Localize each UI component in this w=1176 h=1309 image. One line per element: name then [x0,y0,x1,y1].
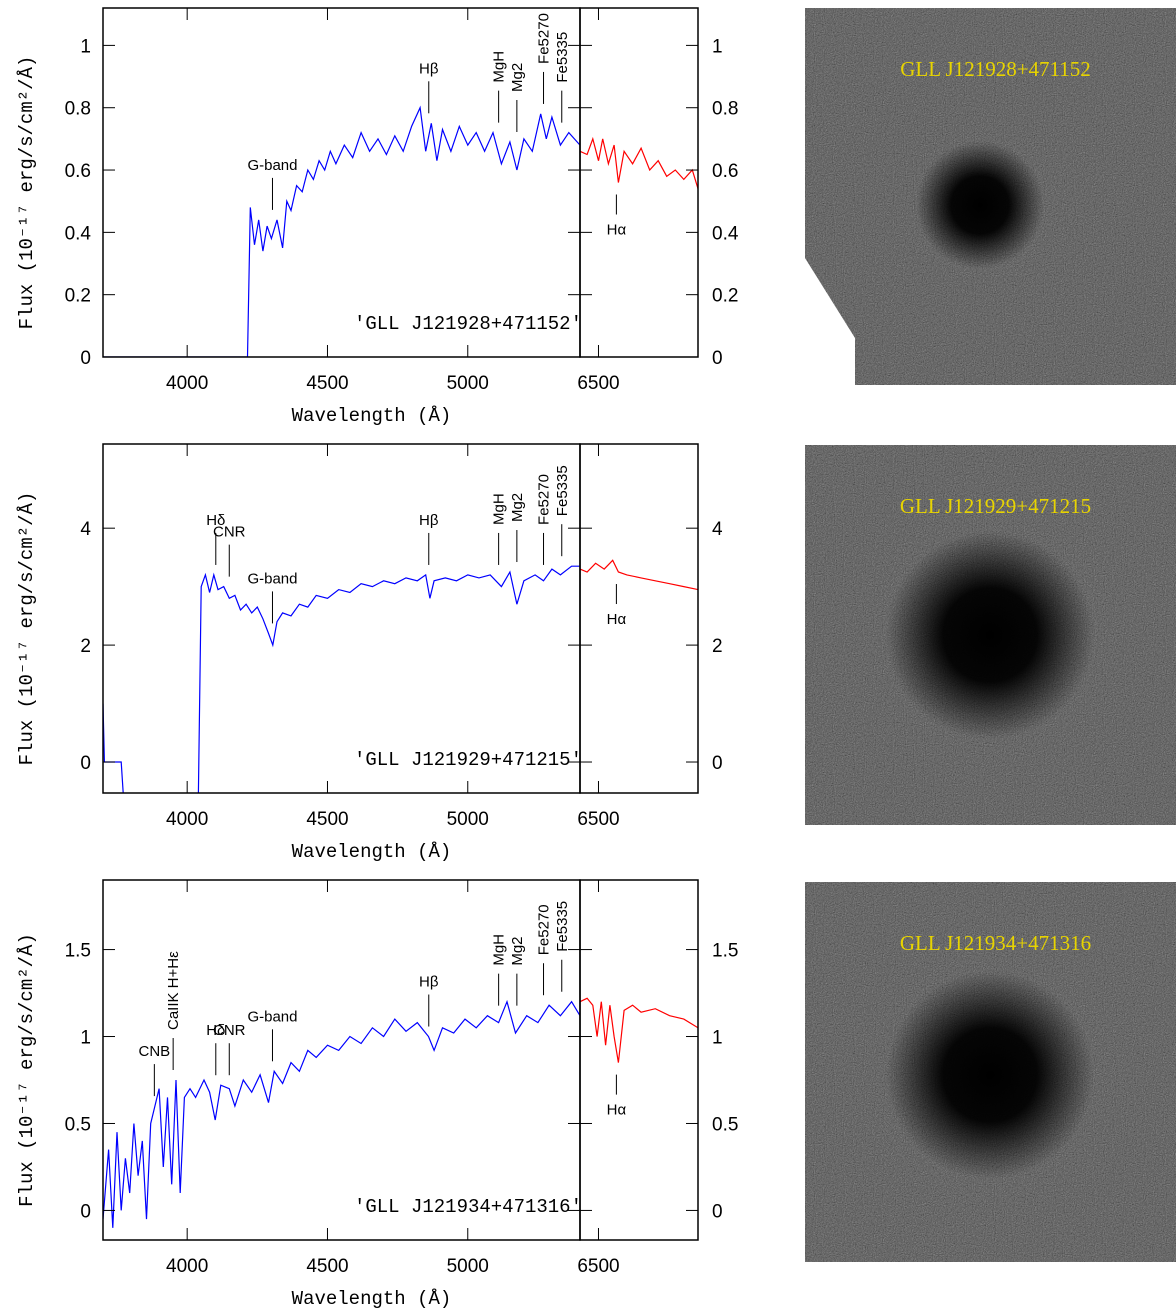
x-tick-label: 5000 [447,1256,489,1277]
feature-label: MgH [491,51,508,83]
y-tick-label: 4 [80,519,91,540]
y-axis-title: Flux (10⁻¹⁷ erg/s/cm²/Å) [16,492,38,766]
feature-label: Hα [607,1102,627,1119]
y-tick-label: 0.2 [712,286,738,307]
galaxy-image: GLL J121929+471215 [805,445,1176,825]
feature-label: Fe5335 [554,465,571,516]
feature-label: Fe5270 [536,474,553,525]
x-axis-title: Wavelength (Å) [292,841,452,863]
galaxy-blob [886,531,1094,739]
y-tick-label: 0.2 [65,286,91,307]
y-axis-title: Flux (10⁻¹⁷ erg/s/cm²/Å) [16,933,38,1207]
y-tick-label: 0 [80,1201,91,1222]
y-tick-label: 0.8 [65,99,91,120]
y-tick-label: 0 [712,1201,723,1222]
plot-frame [579,879,699,1241]
y-tick-label: 2 [712,636,723,657]
feature-label: G-band [247,157,297,174]
feature-label: Hα [607,611,627,628]
y-tick-label: 1 [712,36,723,57]
feature-label: CaIIK H+Hε [165,951,182,1030]
image-edge [805,258,855,385]
feature-label: Hδ [206,1022,225,1039]
image-label: GLL J121929+471215 [900,494,1091,518]
y-tick-label: 0.5 [65,1114,91,1135]
plot-frame [102,7,581,358]
y-tick-label: 0.6 [712,161,738,182]
galaxy-blob [886,971,1094,1179]
y-tick-label: 0.8 [712,99,738,120]
spectrum-line [103,999,581,1228]
spectrum-line [579,559,698,591]
feature-label: Mg2 [509,936,526,965]
object-label: 'GLL J121934+471316' [354,1196,582,1218]
feature-label: Fe5270 [536,904,553,955]
feature-label: CNB [139,1043,171,1060]
y-tick-label: 4 [712,519,723,540]
y-tick-label: 1 [80,1028,91,1049]
y-tick-label: 0.6 [65,161,91,182]
feature-label: Fe5270 [536,13,553,64]
y-tick-label: 0 [80,753,91,774]
x-tick-label: 4500 [306,809,348,830]
object-label: 'GLL J121929+471215' [354,749,582,771]
feature-label: Mg2 [509,63,526,92]
galaxy-blob [916,141,1044,269]
feature-label: Fe5335 [554,901,571,952]
feature-label: Hβ [419,512,439,529]
feature-label: G-band [247,570,297,587]
plot-frame [579,443,699,794]
x-tick-label: 5000 [447,809,489,830]
y-axis-title: Flux (10⁻¹⁷ erg/s/cm²/Å) [16,56,38,330]
x-axis-title: Wavelength (Å) [292,1288,452,1309]
feature-label: Fe5335 [554,32,571,83]
y-tick-label: 0.4 [712,223,739,244]
feature-label: CNR [213,1022,246,1039]
x-axis-title: Wavelength (Å) [292,405,452,427]
x-tick-label: 4500 [306,1256,348,1277]
plot-frame [102,879,581,1241]
spectrum-line [103,105,581,357]
image-label: GLL J121928+471152 [900,57,1091,81]
feature-label: G-band [247,1008,297,1025]
y-tick-label: 1.5 [65,941,91,962]
spectrum-line [579,997,698,1063]
x-tick-label: 4000 [166,373,208,394]
x-tick-label: 6500 [577,1256,619,1277]
galaxy-image: GLL J121928+471152 [805,8,1176,385]
y-tick-label: 1 [80,36,91,57]
y-tick-label: 1 [712,1028,723,1049]
feature-label: Hβ [419,974,439,991]
feature-label: Hδ [206,512,225,529]
feature-label: CNR [213,524,246,541]
y-tick-label: 0 [712,348,723,369]
y-tick-label: 0 [712,753,723,774]
x-tick-label: 4000 [166,1256,208,1277]
x-tick-label: 4000 [166,809,208,830]
plot-frame [579,7,699,358]
galaxy-image: GLL J121934+471316 [805,882,1176,1262]
feature-label: Hβ [419,60,439,77]
x-tick-label: 5000 [447,373,489,394]
spectrum-line [579,136,698,189]
feature-label: Hα [607,222,627,239]
y-tick-label: 0 [80,348,91,369]
feature-label: MgH [491,493,508,525]
x-tick-label: 6500 [577,373,619,394]
y-tick-label: 0.4 [65,223,92,244]
image-label: GLL J121934+471316 [900,931,1091,955]
y-tick-label: 0.5 [712,1114,738,1135]
x-tick-label: 4500 [306,373,348,394]
y-tick-label: 1.5 [712,941,738,962]
x-tick-label: 6500 [577,809,619,830]
object-label: 'GLL J121928+471152' [354,313,582,335]
feature-label: MgH [491,934,508,966]
feature-label: Mg2 [509,493,526,522]
y-tick-label: 2 [80,636,91,657]
